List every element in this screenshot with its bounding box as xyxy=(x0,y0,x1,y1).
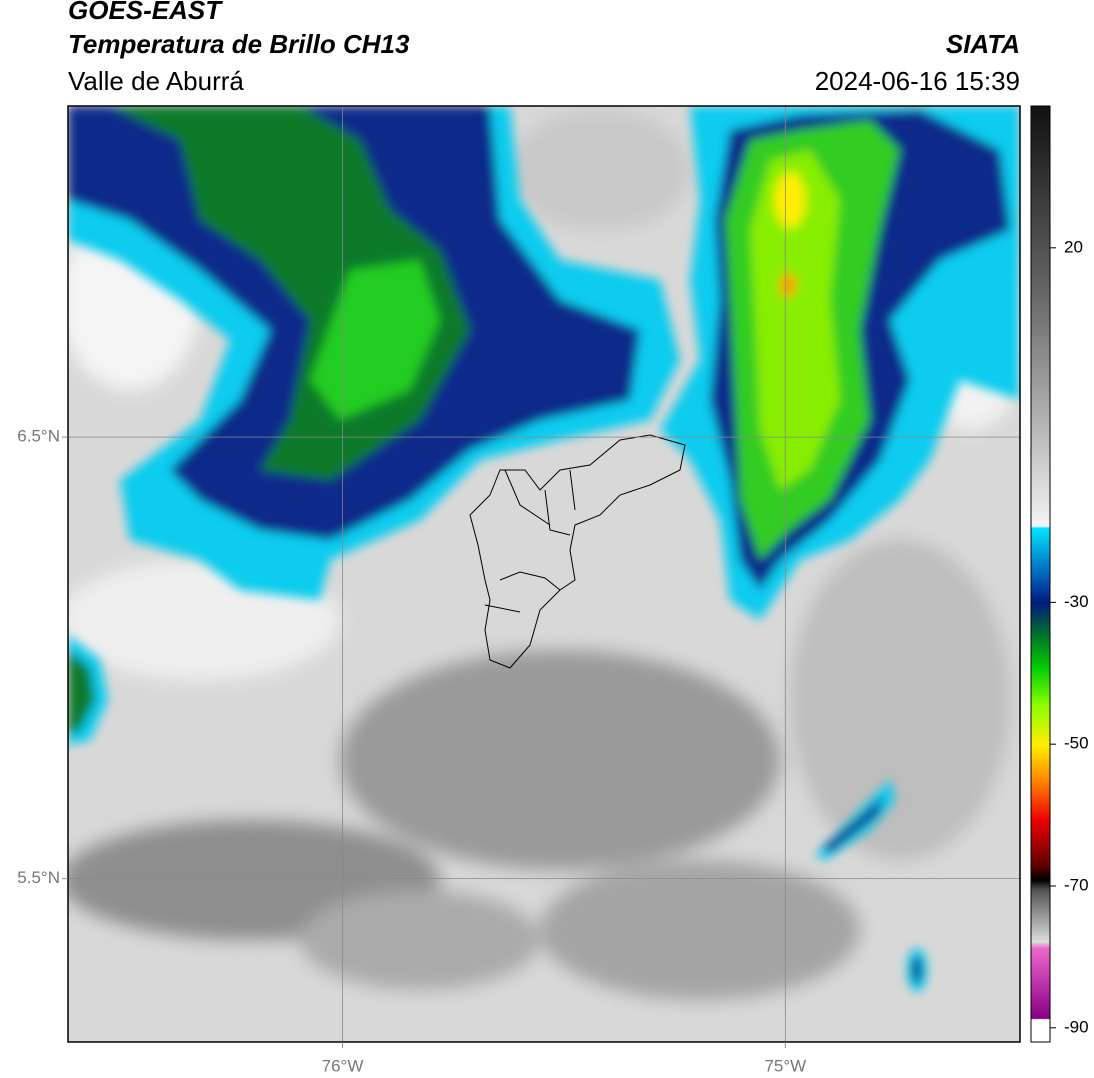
colorbar-tick-label: -30 xyxy=(1064,592,1089,611)
colorbar-ticks: 20 -30 -50 -70 -90 xyxy=(1050,237,1089,1036)
product-title: Temperatura de Brillo CH13 xyxy=(68,29,410,59)
y-tick-label: 5.5°N xyxy=(17,868,60,887)
x-tick-label: 75°W xyxy=(764,1056,806,1075)
colorbar-tick-label: -70 xyxy=(1064,875,1089,894)
region-label: Valle de Aburrá xyxy=(68,66,244,96)
source-label: SIATA xyxy=(946,29,1020,59)
colorbar-tick-label: -50 xyxy=(1064,734,1089,753)
satellite-title: GOES-EAST xyxy=(68,0,223,25)
colorbar xyxy=(1030,105,1051,1043)
timestamp: 2024-06-16 15:39 xyxy=(815,66,1020,96)
colorbar-tick-label: 20 xyxy=(1064,237,1083,256)
y-tick-label: 6.5°N xyxy=(17,427,60,446)
map-frame xyxy=(67,105,1021,1043)
map-ticks: 76°W 75°W 6.5°N 5.5°N xyxy=(17,427,806,1076)
municipal-boundaries xyxy=(469,434,686,669)
graticule xyxy=(68,106,1020,1042)
satellite-image xyxy=(68,106,1020,1042)
x-tick-label: 76°W xyxy=(322,1056,364,1075)
colorbar-tick-label: -90 xyxy=(1064,1017,1089,1036)
